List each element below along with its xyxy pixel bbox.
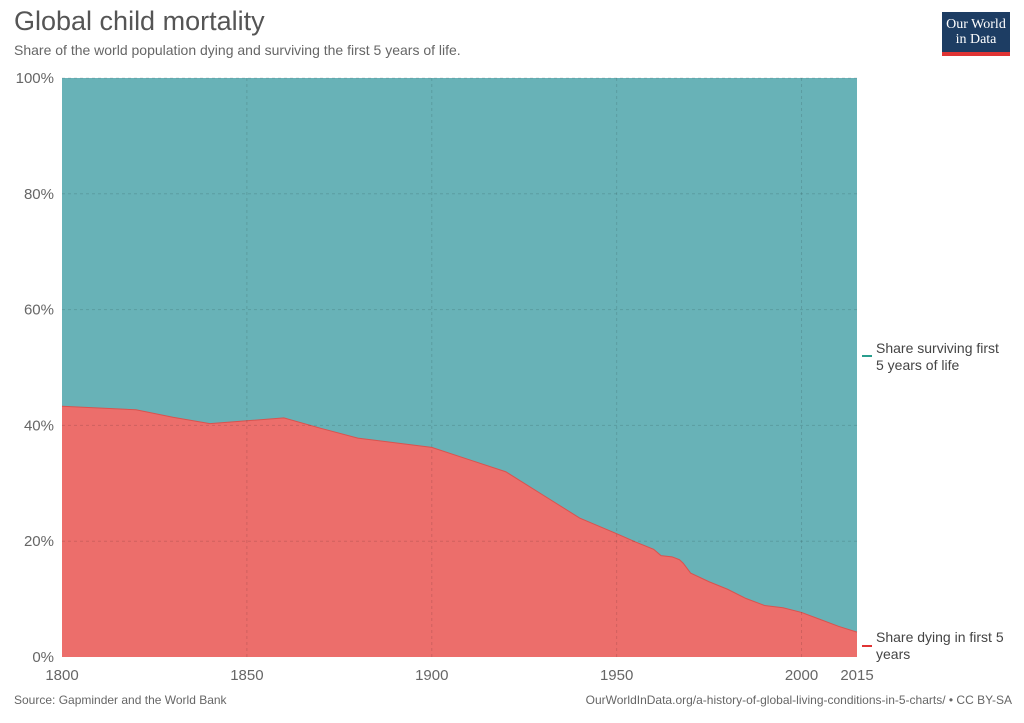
credit-link[interactable]: OurWorldInData.org/a-history-of-global-l… <box>585 693 1012 707</box>
legend-surviving-line-2: 5 years of life <box>876 357 960 373</box>
legend-label-surviving[interactable]: Share surviving first 5 years of life <box>876 340 1016 374</box>
x-tick-label: 1900 <box>415 667 448 684</box>
y-tick-label: 100% <box>16 70 54 87</box>
legend-swatch-surviving <box>862 355 872 357</box>
legend-dying-line-1: Share dying in first 5 <box>876 629 1004 645</box>
series-area-dying[interactable] <box>62 406 857 657</box>
source-note: Source: Gapminder and the World Bank <box>14 693 227 707</box>
logo-line-2: in Data <box>955 32 997 47</box>
x-tick-label: 2000 <box>785 667 818 684</box>
series-area-surviving[interactable] <box>62 78 857 633</box>
legend-surviving-line-1: Share surviving first <box>876 340 999 356</box>
y-tick-label: 0% <box>32 649 54 666</box>
y-tick-label: 40% <box>24 417 54 434</box>
chart-subtitle: Share of the world population dying and … <box>14 42 461 58</box>
y-tick-label: 80% <box>24 186 54 203</box>
logo-line-1: Our World <box>946 17 1006 32</box>
x-tick-label: 1850 <box>230 667 263 684</box>
y-tick-label: 20% <box>24 533 54 550</box>
x-tick-label: 1950 <box>600 667 633 684</box>
legend-swatch-dying <box>862 645 872 647</box>
series-line-dying <box>61 405 858 633</box>
chart-title: Global child mortality <box>14 6 265 36</box>
legend-label-dying[interactable]: Share dying in first 5 years <box>876 629 1016 663</box>
our-world-in-data-logo[interactable]: Our World in Data <box>942 12 1010 56</box>
y-tick-label: 60% <box>24 302 54 319</box>
x-tick-label: 2015 <box>840 667 873 684</box>
x-tick-label: 1800 <box>45 667 78 684</box>
legend-dying-line-2: years <box>876 646 911 662</box>
